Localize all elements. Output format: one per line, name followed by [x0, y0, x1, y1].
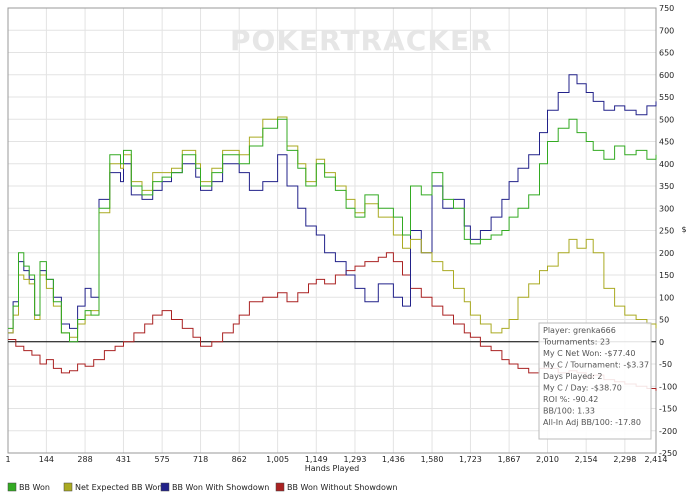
- x-tick-label: 575: [155, 455, 170, 464]
- x-tick-label: 2,414: [645, 455, 668, 464]
- legend-swatch: [63, 482, 73, 492]
- x-tick-label: 1: [5, 455, 10, 464]
- y-tick-label: -150: [659, 405, 677, 414]
- legend-swatch: [160, 482, 170, 492]
- info-line: My C Net Won: -$77.40: [543, 349, 635, 358]
- x-tick-label: 1,723: [459, 455, 482, 464]
- x-tick-label: 288: [77, 455, 92, 464]
- y-tick-label: -200: [659, 427, 677, 436]
- legend-swatch: [275, 482, 285, 492]
- info-line: My C / Tournament: -$3.37: [543, 361, 649, 370]
- info-box-lines: Player: grenka666 Tournaments: 23 My C Net…: [542, 326, 649, 427]
- y-tick-label: 600: [659, 71, 674, 80]
- x-tick-label: 144: [39, 455, 54, 464]
- x-tick-label: 1,149: [305, 455, 328, 464]
- info-line: My C / Day: -$38.70: [543, 384, 622, 393]
- x-tick-label: 1,436: [382, 455, 405, 464]
- x-tick-label: 1,293: [344, 455, 367, 464]
- legend-label: BB Won: [19, 483, 50, 492]
- y-tick-label: 250: [659, 227, 674, 236]
- y-tick-label: 750: [659, 4, 674, 13]
- y-tick-label: 350: [659, 182, 674, 191]
- legend-swatch: [7, 482, 17, 492]
- x-tick-label: 1,580: [421, 455, 444, 464]
- legend-label: Net Expected BB Won: [75, 483, 162, 492]
- y-axis-ticks: 7507006506005505004504003503002502001501…: [659, 4, 677, 458]
- y-tick-label: 450: [659, 138, 674, 147]
- x-tick-label: 2,154: [575, 455, 598, 464]
- y-tick-label: 400: [659, 160, 674, 169]
- legend-label: BB Won With Showdown: [172, 483, 269, 492]
- y-tick-label: -100: [659, 382, 677, 391]
- legend-items: BB Won Net Expected BB Won BB Won With Sho…: [7, 482, 397, 492]
- y-tick-label: 550: [659, 93, 674, 102]
- x-tick-label: 862: [232, 455, 247, 464]
- x-axis-ticks: 1 144 288 431 575 718 862 1,005 1,149 1,293 1,436 1…: [5, 455, 667, 464]
- legend-label: BB Won Without Showdown: [287, 483, 397, 492]
- x-tick-label: 1,867: [498, 455, 521, 464]
- x-tick-label: 1,005: [266, 455, 289, 464]
- y-tick-label: 200: [659, 249, 674, 258]
- x-tick-label: 431: [116, 455, 131, 464]
- y-tick-label: -250: [659, 449, 677, 458]
- info-line: All-In Adj BB/100: -17.80: [543, 418, 641, 427]
- legend-background: [0, 478, 700, 502]
- y-tick-label: -50: [659, 360, 672, 369]
- x-tick-label: 2,010: [536, 455, 559, 464]
- y-tick-label: 650: [659, 49, 674, 58]
- info-line: BB/100: 1.33: [543, 407, 595, 416]
- legend: BB Won Net Expected BB Won BB Won With Sho…: [0, 478, 700, 502]
- info-line: Days Played: 2: [543, 372, 603, 381]
- info-line: ROI %: -90.42: [543, 395, 598, 404]
- x-axis-title: Hands Played: [305, 464, 359, 473]
- x-tick-label: 2,298: [613, 455, 636, 464]
- y-axis-title: $: [681, 225, 686, 234]
- x-tick-label: 718: [193, 455, 208, 464]
- y-tick-label: 100: [659, 293, 674, 302]
- info-box: Player: grenka666 Tournaments: 23 My C Net…: [538, 322, 652, 440]
- y-tick-label: 0: [659, 338, 664, 347]
- series-line-bb-won: [8, 118, 657, 343]
- watermark-group: POKERTRACKER: [230, 24, 493, 57]
- series-line-bb-won-with-showdown: [8, 74, 657, 334]
- y-tick-label: 300: [659, 204, 674, 213]
- plot-frame: [7, 7, 657, 454]
- watermark-text: POKERTRACKER: [230, 24, 493, 57]
- y-tick-label: 700: [659, 26, 674, 35]
- y-tick-label: 150: [659, 271, 674, 280]
- info-box-frame: [538, 322, 652, 440]
- y-tick-label: 500: [659, 115, 674, 124]
- info-line: Player: grenka666: [543, 326, 616, 335]
- info-line: Tournaments: 23: [542, 338, 610, 347]
- y-tick-label: 50: [659, 316, 669, 325]
